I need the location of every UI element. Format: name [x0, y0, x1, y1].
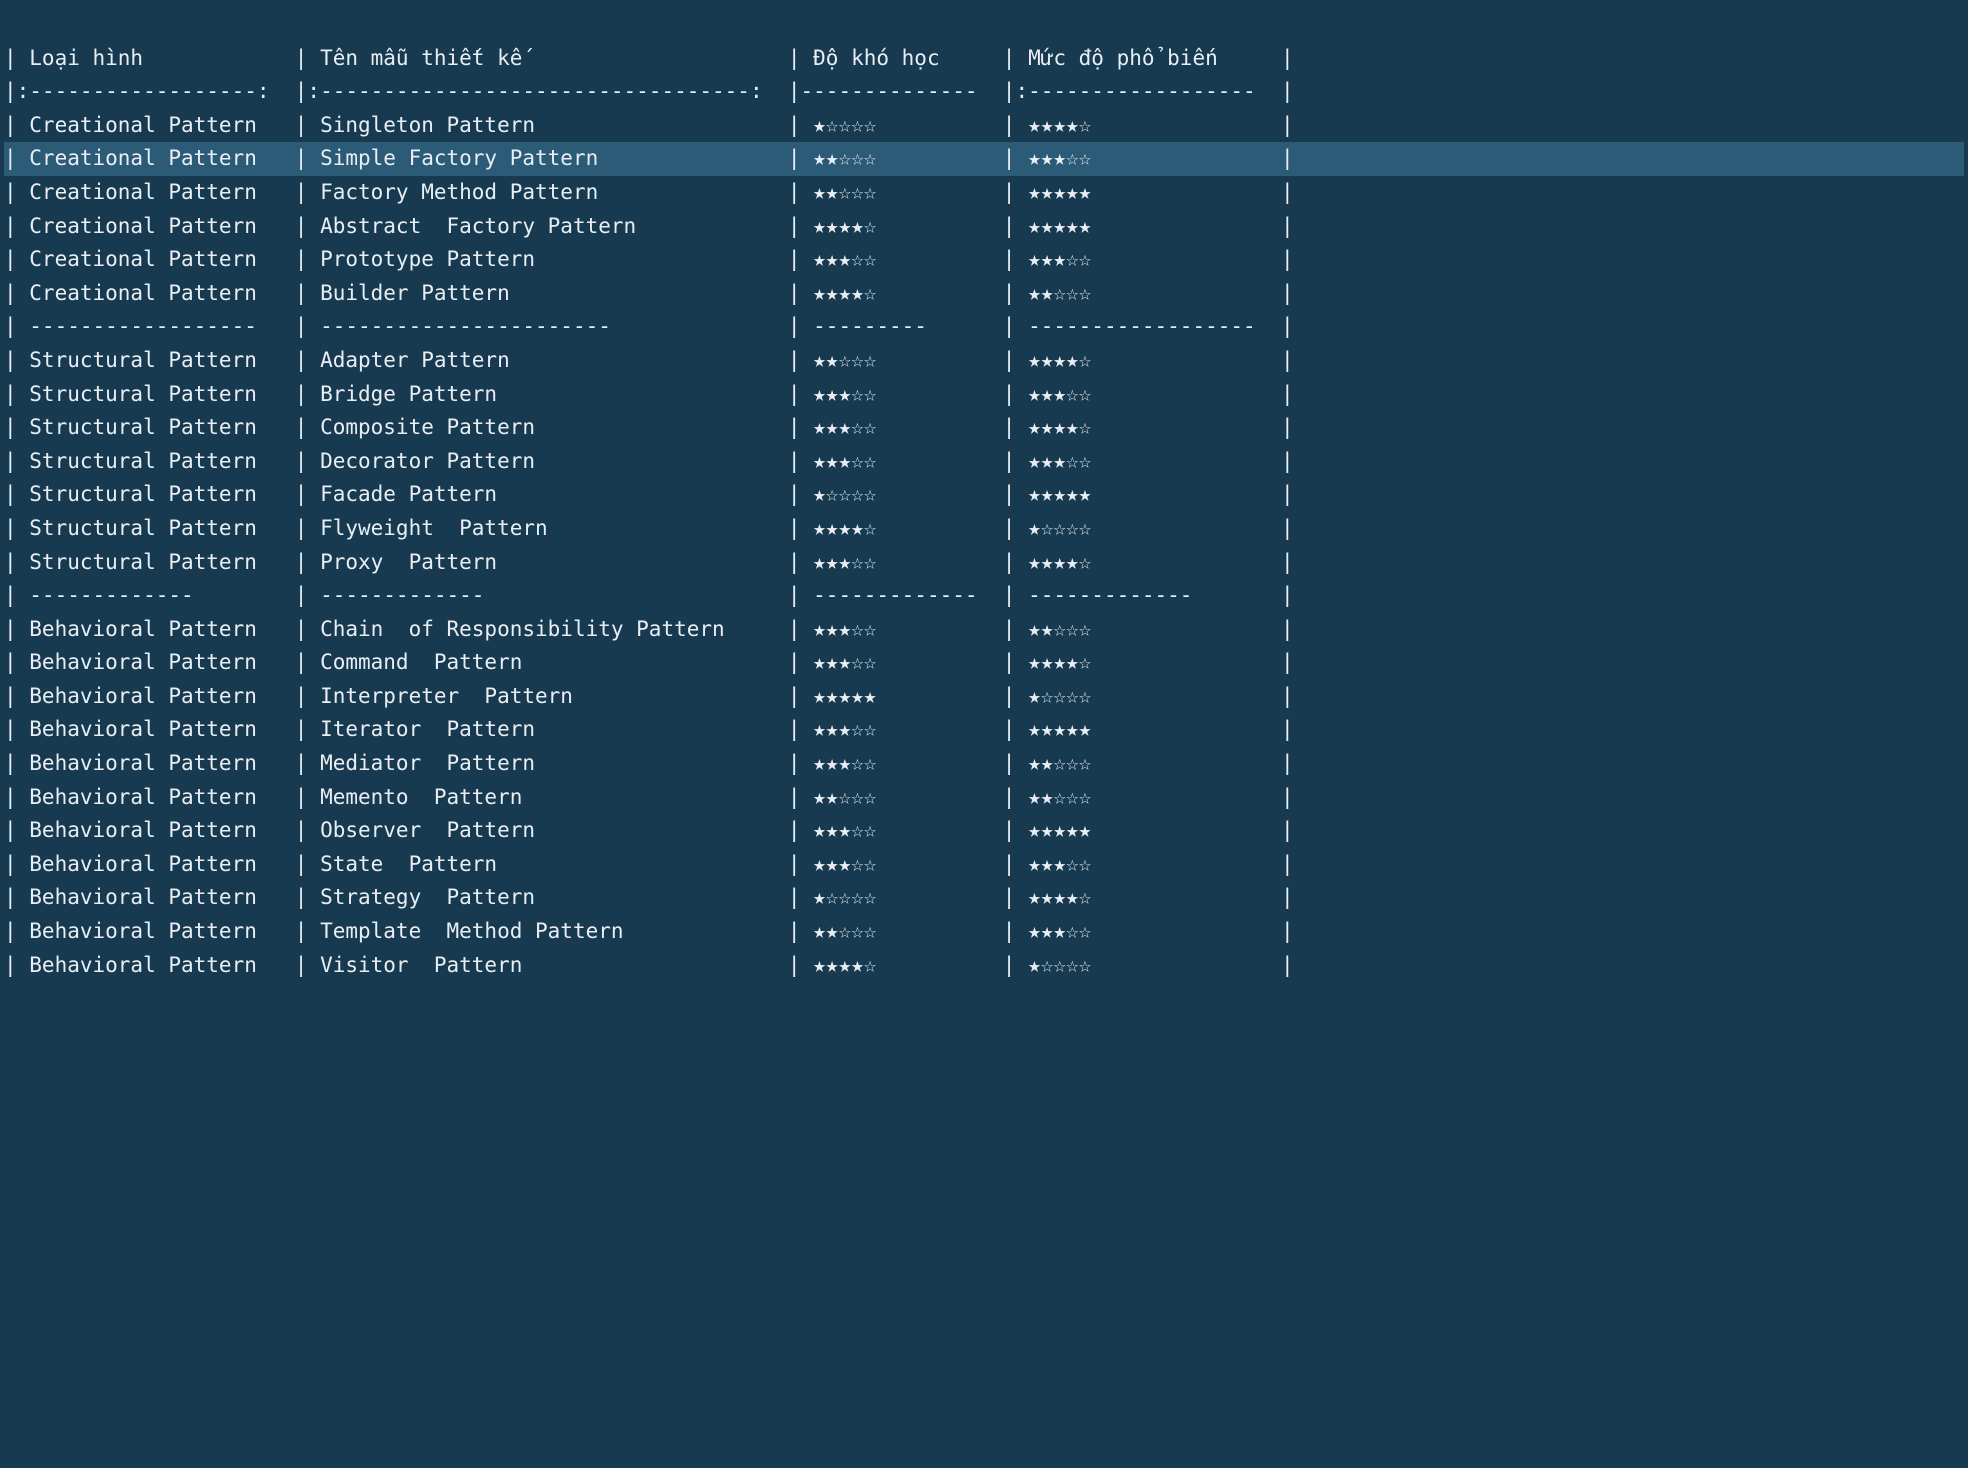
table-row: | Behavioral Pattern | Command Pattern |… [4, 646, 1964, 680]
table-row: | Behavioral Pattern | Chain of Responsi… [4, 613, 1964, 647]
table-row: | Structural Pattern | Composite Pattern… [4, 411, 1964, 445]
table-header-row: | Loại hình | Tên mẫu thiết kế | Độ khó … [4, 42, 1964, 76]
table-row: | Behavioral Pattern | State Pattern | ★… [4, 848, 1964, 882]
table-row: | Creational Pattern | Abstract Factory … [4, 210, 1964, 244]
table-row: | Behavioral Pattern | Interpreter Patte… [4, 680, 1964, 714]
table-row: | Creational Pattern | Prototype Pattern… [4, 243, 1964, 277]
table-row: | Behavioral Pattern | Memento Pattern |… [4, 781, 1964, 815]
table-row: | Behavioral Pattern | Template Method P… [4, 915, 1964, 949]
table-row: | Structural Pattern | Proxy Pattern | ★… [4, 546, 1964, 580]
table-row: | Creational Pattern | Singleton Pattern… [4, 109, 1964, 143]
table-row: | Structural Pattern | Bridge Pattern | … [4, 378, 1964, 412]
section-divider: | ------------------ | -----------------… [4, 310, 1964, 344]
table-row: | Behavioral Pattern | Strategy Pattern … [4, 881, 1964, 915]
table-row: | Creational Pattern | Simple Factory Pa… [4, 142, 1964, 176]
table-row: | Behavioral Pattern | Visitor Pattern |… [4, 949, 1964, 983]
table-header-separator: |:------------------: |:----------------… [4, 75, 1964, 109]
table-row: | Structural Pattern | Adapter Pattern |… [4, 344, 1964, 378]
table-row: | Structural Pattern | Flyweight Pattern… [4, 512, 1964, 546]
table-row: | Creational Pattern | Builder Pattern |… [4, 277, 1964, 311]
table-row: | Structural Pattern | Facade Pattern | … [4, 478, 1964, 512]
table-row: | Structural Pattern | Decorator Pattern… [4, 445, 1964, 479]
table-row: | Behavioral Pattern | Observer Pattern … [4, 814, 1964, 848]
table-row: | Behavioral Pattern | Iterator Pattern … [4, 713, 1964, 747]
table-row: | Behavioral Pattern | Mediator Pattern … [4, 747, 1964, 781]
markdown-table: | Loại hình | Tên mẫu thiết kế | Độ khó … [4, 42, 1964, 983]
table-row: | Creational Pattern | Factory Method Pa… [4, 176, 1964, 210]
section-divider: | ------------- | ------------- | ------… [4, 579, 1964, 613]
